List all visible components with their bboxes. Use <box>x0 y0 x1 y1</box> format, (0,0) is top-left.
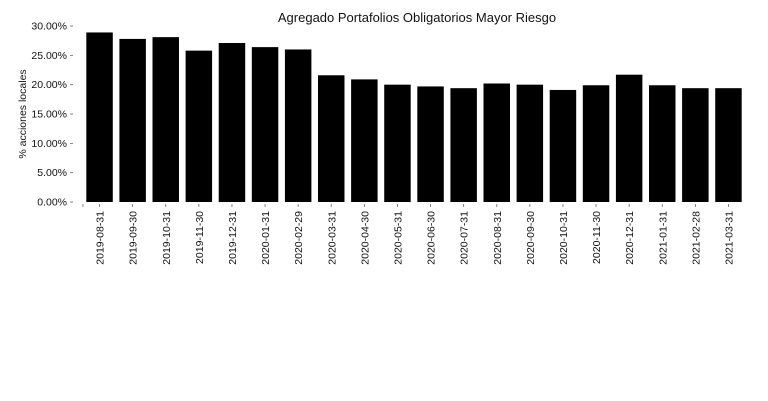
y-tick-label: 0.00% <box>37 197 67 209</box>
x-tick-label: 2021-03-31 <box>723 211 735 265</box>
bar-2019-12-31 <box>218 43 246 202</box>
bar-2019-10-31 <box>152 37 179 202</box>
bar-2020-11-30 <box>582 85 610 202</box>
x-tick-label: 2020-02-29 <box>293 211 305 265</box>
x-tick-label: 2021-02-28 <box>690 211 702 265</box>
x-tick-label: 2021-01-31 <box>657 211 669 265</box>
bar-2019-09-30 <box>119 38 146 203</box>
x-tick-label: 2020-08-31 <box>492 211 504 265</box>
x-tick-label: 2020-11-30 <box>591 211 603 264</box>
bar-2020-10-31 <box>549 89 577 202</box>
y-tick-label: 30.00% <box>31 21 67 33</box>
x-tick-label: 2020-06-30 <box>426 211 438 265</box>
x-tick-label: 2020-01-31 <box>260 211 272 265</box>
y-tick-label: 5.00% <box>37 167 67 179</box>
x-tick-label: 2020-04-30 <box>359 211 371 265</box>
bar-2020-06-30 <box>417 86 444 202</box>
chart-title: Agregado Portafolios Obligatorios Mayor … <box>278 10 556 25</box>
bars <box>86 32 742 203</box>
x-tick-label: 2020-12-31 <box>624 211 636 265</box>
x-tick-label: 2020-07-31 <box>459 211 471 265</box>
bar-2020-09-30 <box>516 84 544 202</box>
bar-2021-01-31 <box>649 85 676 202</box>
y-tick-label: 15.00% <box>31 109 67 121</box>
bar-2020-01-31 <box>251 47 279 203</box>
bar-2020-05-31 <box>384 84 411 202</box>
y-tick-label: 25.00% <box>31 50 67 62</box>
x-axis: 2019-08-31 2019-09-30 2019-10-31 2019-11-30… <box>82 204 735 265</box>
x-tick-label: 2019-12-31 <box>227 211 239 265</box>
x-tick-label: 2019-08-31 <box>95 211 107 265</box>
x-tick-label: 2019-11-30 <box>194 211 206 264</box>
bar-2020-12-31 <box>615 74 643 202</box>
bar-2021-03-31 <box>715 88 742 202</box>
bar-2019-08-31 <box>86 32 113 202</box>
bar-2020-04-30 <box>351 79 378 202</box>
bar-2020-02-29 <box>284 49 312 202</box>
bar-2020-03-31 <box>318 75 345 202</box>
x-tick-label: 2020-03-31 <box>326 211 338 265</box>
y-tick-label: 10.00% <box>31 138 67 150</box>
bar-2020-08-31 <box>483 83 510 202</box>
y-axis-label: % acciones locales <box>17 69 29 158</box>
y-axis: 0.00% 5.00% 10.00% 15.00% 20.00% 25.00% 30.00% <box>31 21 73 209</box>
bar-2021-02-28 <box>682 88 709 202</box>
bar-2019-11-30 <box>185 50 213 202</box>
x-tick-label: 2019-09-30 <box>128 211 140 265</box>
bar-2020-07-31 <box>450 88 477 202</box>
x-tick-label: 2020-09-30 <box>525 211 537 265</box>
x-tick-label: 2020-05-31 <box>392 211 404 265</box>
x-tick-label: 2019-10-31 <box>161 211 173 265</box>
y-tick-label: 20.00% <box>31 79 67 91</box>
x-tick-label: 2020-10-31 <box>558 211 570 265</box>
